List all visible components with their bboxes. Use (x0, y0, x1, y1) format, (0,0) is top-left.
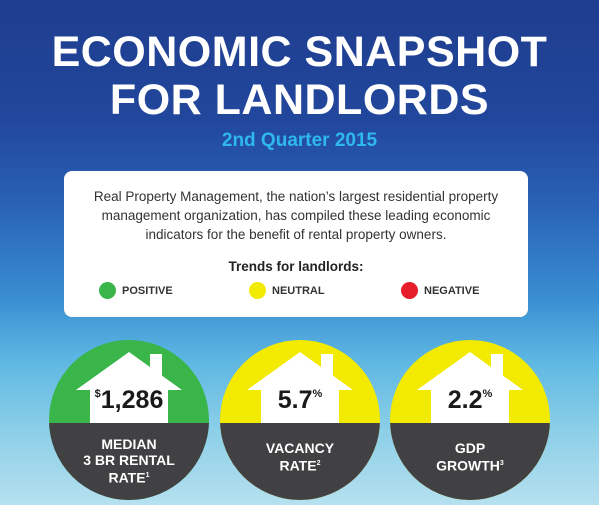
label-line-2: RATE (279, 457, 317, 474)
indicator-value: $1,286 (49, 386, 209, 415)
legend-neutral: NEUTRAL (249, 282, 325, 299)
indicator-label: MEDIAN 3 BR RENTAL RATE1 (49, 436, 209, 486)
house-icon (417, 352, 523, 438)
indicator-gdp-growth: 2.2% GDP GROWTH3 (390, 340, 550, 500)
legend-negative-label: NEGATIVE (424, 284, 480, 297)
value-number: 2.2 (447, 386, 483, 414)
page-subtitle: 2nd Quarter 2015 (221, 130, 378, 151)
indicator-label: GDP GROWTH3 (390, 440, 550, 474)
legend-neutral-label: NEUTRAL (272, 284, 325, 297)
house-icon (247, 352, 353, 438)
legend-negative: NEGATIVE (401, 282, 479, 299)
intro-text: Real Property Management, the nation’s l… (93, 189, 499, 242)
label-line-1: MEDIAN (101, 436, 157, 452)
legend-positive-label: POSITIVE (122, 284, 173, 297)
positive-dot-icon (99, 282, 116, 299)
value-prefix: $ (94, 388, 101, 400)
trends-label: Trends for landlords: (228, 259, 364, 274)
indicator-median-rent: $1,286 MEDIAN 3 BR RENTAL RATE1 (49, 340, 209, 500)
title-line-2: FOR LANDLORDS (109, 76, 490, 124)
label-band (390, 423, 550, 500)
label-line-2: GROWTH (436, 457, 500, 474)
house-icon (76, 352, 182, 438)
label-line-1: GDP (454, 440, 486, 456)
footnote-marker: 1 (145, 472, 150, 479)
value-number: 5.7 (277, 386, 313, 414)
label-band (49, 423, 209, 500)
label-line-1: VACANCY (265, 440, 335, 456)
indicator-value: 5.7% (220, 386, 380, 415)
indicator-value: 2.2% (390, 386, 550, 415)
title-line-1: ECONOMIC SNAPSHOT (51, 28, 548, 76)
negative-dot-icon (401, 282, 418, 299)
legend-positive: POSITIVE (99, 282, 173, 299)
footnote-marker: 2 (316, 460, 321, 467)
indicator-label: VACANCY RATE2 (220, 440, 380, 474)
value-suffix: % (312, 388, 323, 400)
page-title: ECONOMIC SNAPSHOT FOR LANDLORDS (0, 28, 599, 124)
label-band (220, 423, 380, 500)
label-line-2: 3 BR RENTAL (83, 452, 175, 468)
intro-card: Real Property Management, the nation’s l… (64, 171, 528, 317)
value-number: 1,286 (100, 386, 164, 414)
neutral-dot-icon (249, 282, 266, 299)
footnote-marker: 3 (499, 460, 504, 467)
label-line-3: RATE (108, 469, 146, 486)
value-suffix: % (482, 388, 493, 400)
indicator-vacancy-rate: 5.7% VACANCY RATE2 (220, 340, 380, 500)
